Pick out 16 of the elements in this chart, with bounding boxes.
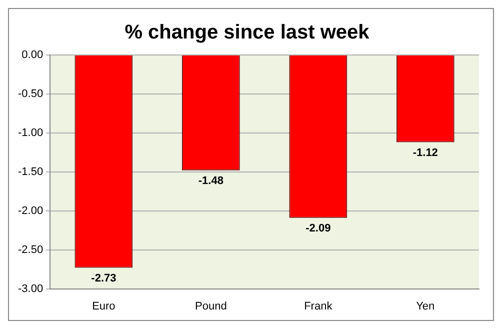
y-tick-label: -0.50	[18, 88, 44, 100]
y-tick-label: -3.00	[18, 282, 44, 295]
x-tick-label: Pound	[195, 300, 227, 312]
x-tick-label: Frank	[304, 300, 333, 312]
y-tick-label: -1.50	[18, 166, 44, 178]
chart-title: % change since last week	[124, 22, 370, 44]
data-label: -2.09	[306, 222, 331, 234]
y-tick-label: -2.00	[18, 204, 44, 217]
data-label: -1.48	[198, 174, 224, 187]
y-tick-label: -2.50	[18, 244, 44, 256]
y-tick-label: 0.00	[22, 49, 44, 62]
x-tick-label: Euro	[92, 300, 116, 312]
y-tick-label: -1.00	[18, 126, 44, 139]
data-label: -2.73	[91, 272, 116, 284]
data-label: -1.12	[412, 146, 438, 159]
x-tick-label: Yen	[416, 300, 435, 312]
